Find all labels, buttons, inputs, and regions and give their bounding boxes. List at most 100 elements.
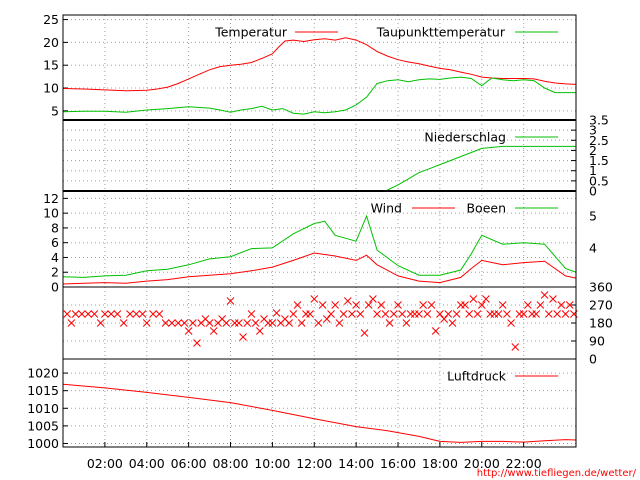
y-tick-label: 3 xyxy=(589,123,597,138)
x-tick-label: 10:00 xyxy=(254,456,290,471)
wind-direction-point xyxy=(461,301,469,309)
wind-direction-point xyxy=(318,301,327,309)
wind-direction-point xyxy=(205,319,214,327)
x-tick-label: 16:00 xyxy=(380,456,416,471)
wind-direction-point xyxy=(515,310,524,318)
wind-direction-point xyxy=(532,310,541,318)
legend-label: Boeen xyxy=(466,201,506,216)
wind-direction-point xyxy=(302,310,310,318)
y-tick-label: 0 xyxy=(589,352,597,367)
y-tick-label: 2.5 xyxy=(589,133,609,148)
wind-direction-point xyxy=(184,327,193,335)
legend-label: Taupunkttemperatur xyxy=(376,25,506,40)
y-tick-label: 15 xyxy=(43,58,59,73)
series-line-taupunkttemperatur xyxy=(63,76,576,115)
wind-direction-point xyxy=(402,319,411,327)
wind-direction-point xyxy=(477,301,486,309)
wind-direction-point xyxy=(507,319,515,327)
y-tick-label: 1020 xyxy=(27,366,59,381)
wind-direction-point xyxy=(523,301,532,309)
wind-direction-point xyxy=(268,319,277,327)
wind-direction-point xyxy=(285,319,293,327)
y-tick-label: 10 xyxy=(43,81,59,96)
x-tick-label: 12:00 xyxy=(296,456,332,471)
y-tick-label: 90 xyxy=(589,334,605,349)
wind-direction-point xyxy=(235,319,243,327)
legend-label: Niederschlag xyxy=(424,130,506,145)
y-tick-label: 5 xyxy=(51,103,59,118)
wind-direction-point xyxy=(306,310,314,318)
wind-direction-point xyxy=(209,327,218,335)
wind-direction-point xyxy=(486,310,495,318)
y-tick-label: 2 xyxy=(51,265,59,280)
wind-direction-point xyxy=(67,319,76,327)
wind-direction-point xyxy=(113,310,122,318)
wind-direction-point xyxy=(553,310,562,318)
wind-direction-point xyxy=(230,319,239,327)
wind-direction-point xyxy=(398,310,407,318)
wind-direction-point xyxy=(469,295,478,303)
wind-direction-point xyxy=(389,310,398,318)
y-tick-label: 1005 xyxy=(27,418,59,433)
wind-direction-point xyxy=(503,310,511,318)
wind-direction-point xyxy=(289,310,298,318)
wind-direction-point xyxy=(356,310,365,318)
wind-direction-point xyxy=(96,319,105,327)
y-tick-label: 4 xyxy=(51,250,59,265)
panel-pressure: 1000 1005 1010 1015 1020 Luftdruck xyxy=(27,366,576,451)
x-tick-label: 04:00 xyxy=(129,456,165,471)
wind-direction-point xyxy=(352,301,360,309)
y-tick-label: 360 xyxy=(589,280,613,295)
wind-direction-point xyxy=(161,319,170,327)
wind-direction-point xyxy=(490,310,499,318)
wind-direction-point xyxy=(473,310,482,318)
wind-direction-point xyxy=(314,319,323,327)
wind-direction-point xyxy=(343,297,352,305)
wind-direction-point xyxy=(327,310,335,318)
y-tick-label: 2 xyxy=(589,143,597,158)
series-line-wind xyxy=(63,252,576,285)
wind-direction-point xyxy=(423,310,432,318)
wind-direction-point xyxy=(180,319,189,327)
x-tick-label: 18:00 xyxy=(422,456,458,471)
y-tick-label: 0.5 xyxy=(589,173,609,188)
legend-label: Luftdruck xyxy=(447,369,507,384)
legend-label: Wind xyxy=(371,201,402,216)
wind-direction-point xyxy=(193,339,201,347)
wind-direction-point xyxy=(348,310,356,318)
wind-direction-point xyxy=(436,310,444,318)
wind-direction-point xyxy=(498,301,507,309)
wind-direction-point xyxy=(132,310,141,318)
wind-direction-point xyxy=(335,319,344,327)
wind-direction-point xyxy=(222,319,231,327)
wind-direction-point xyxy=(364,301,373,309)
wind-direction-point xyxy=(381,310,390,318)
wind-direction-point xyxy=(557,301,566,309)
wind-direction-point xyxy=(247,310,256,318)
wind-direction-point xyxy=(494,310,503,318)
wind-direction-point xyxy=(440,315,448,323)
wind-direction-point xyxy=(465,310,474,318)
y-tick-label: 0 xyxy=(51,280,59,295)
wind-direction-point xyxy=(138,310,147,318)
wind-direction-point xyxy=(149,310,157,318)
x-tick-label: 08:00 xyxy=(212,456,248,471)
wind-direction-point xyxy=(427,301,436,309)
wind-direction-point xyxy=(406,310,415,318)
panel-wind-direction: 0 90 180 270 360 xyxy=(63,280,613,367)
series-line-luftdruck xyxy=(63,383,576,443)
wind-direction-point xyxy=(385,319,394,327)
wind-direction-point xyxy=(84,310,92,318)
y-tick-label: 1.5 xyxy=(589,153,609,168)
x-tick-label: 02:00 xyxy=(87,456,123,471)
wind-direction-point xyxy=(226,297,235,305)
series-line-temperatur xyxy=(63,37,576,92)
wind-direction-point xyxy=(415,310,423,318)
wind-direction-point xyxy=(251,319,260,327)
source-url[interactable]: http://www.tiefliegen.de/wetter/ xyxy=(477,468,637,479)
wind-direction-point xyxy=(155,310,164,318)
wind-direction-point xyxy=(77,310,86,318)
wind-direction-point xyxy=(142,319,151,327)
